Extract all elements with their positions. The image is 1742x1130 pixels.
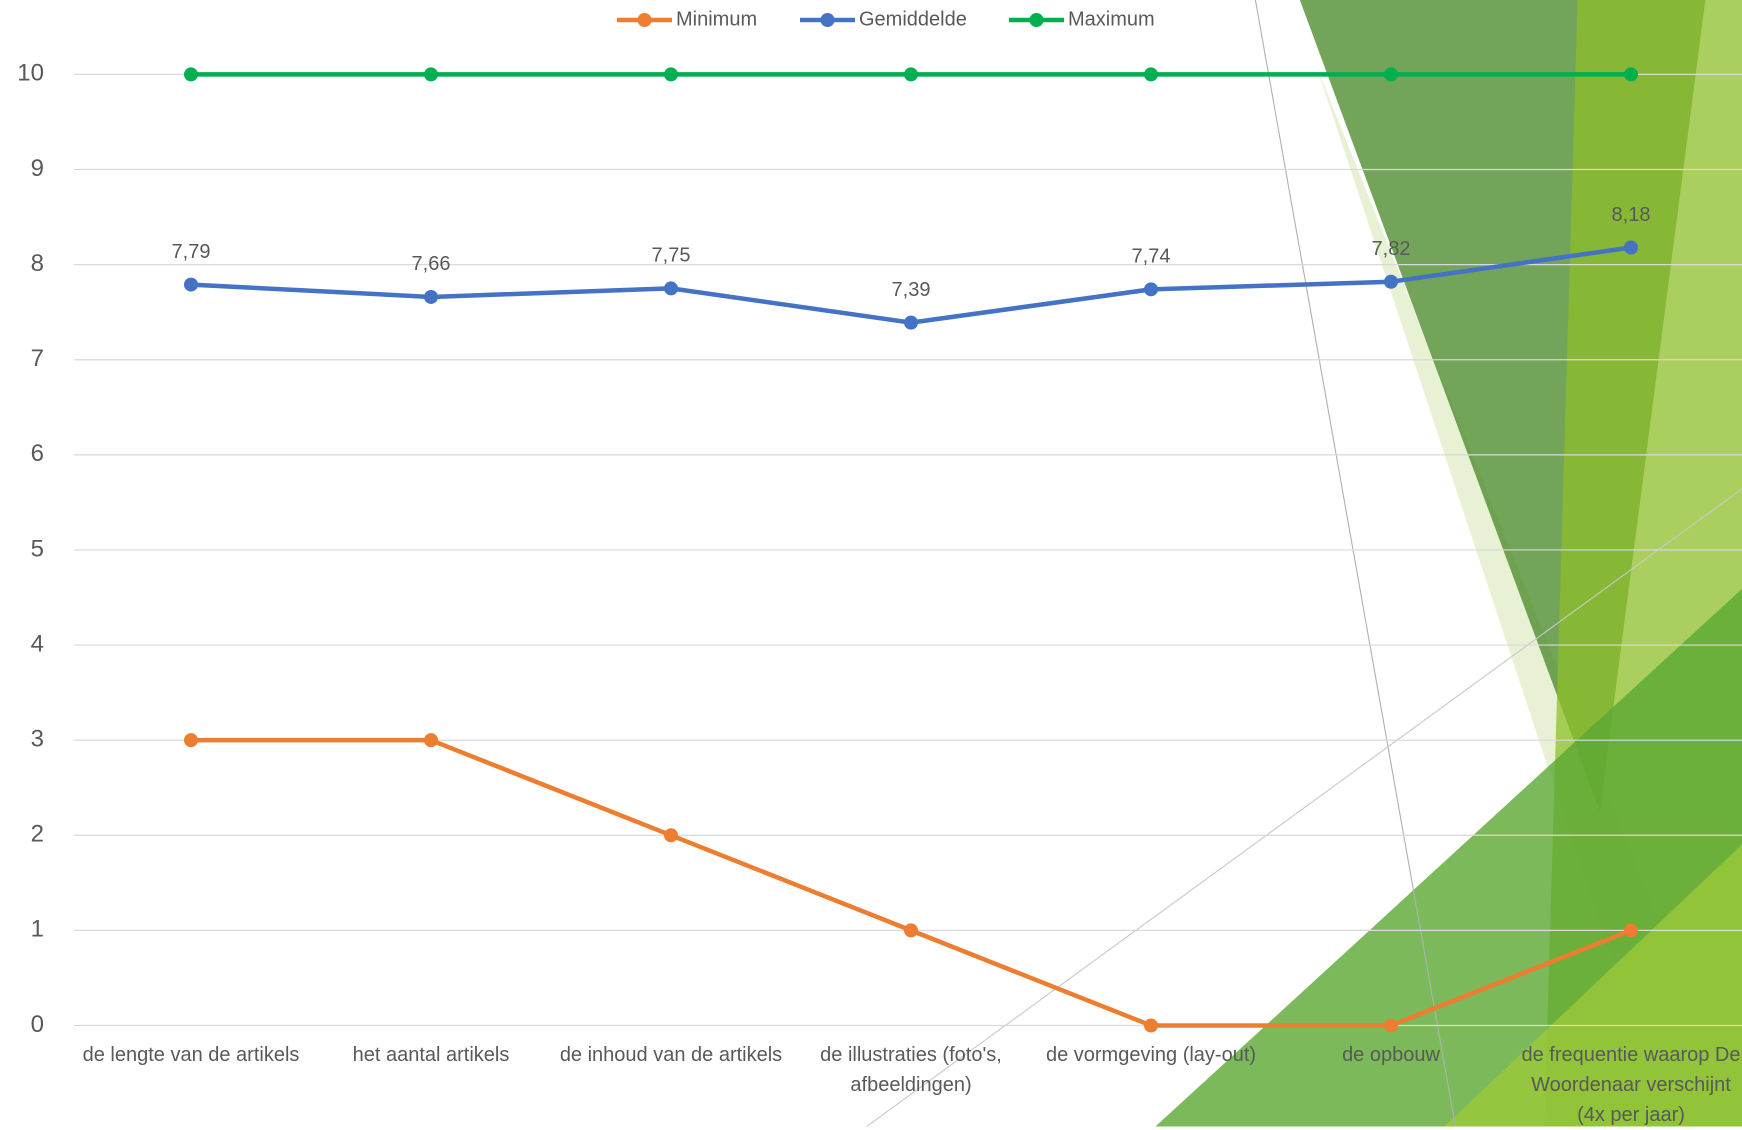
data-point [1384,274,1398,289]
y-tick-label: 7 [31,345,44,372]
x-tick-label: de lengte van de artikels [82,1043,300,1066]
x-tick-label: het aantal artikels [352,1043,510,1066]
data-point [424,67,438,82]
data-point [664,67,678,82]
data-point [1624,67,1638,82]
data-label: 7,79 [172,241,211,263]
data-point [664,281,678,296]
data-point [1144,282,1158,297]
y-tick-label: 1 [31,916,44,943]
data-point [1384,1018,1398,1033]
x-tick-label: de opbouw [1342,1043,1440,1066]
y-tick-label: 3 [31,726,44,753]
data-point [1624,240,1638,255]
data-point [904,67,918,82]
data-point [664,828,678,843]
legend-marker [820,13,835,27]
y-tick-label: 5 [31,535,44,562]
grid: 0 1 2 3 4 5 6 7 8 9 10 [17,60,1742,1038]
y-tick-label: 2 [31,821,44,848]
x-tick-label: de frequentie waarop De Woordenaar versc… [1521,1043,1741,1126]
legend-label: Maximum [1068,8,1155,30]
legend-marker [1029,13,1044,27]
legend-label: Minimum [676,8,757,30]
data-point [184,277,198,292]
data-point [1384,67,1398,82]
data-point [904,315,918,330]
data-label: 7,66 [412,253,451,275]
data-point [1144,1018,1158,1033]
data-point [1144,67,1158,82]
data-label: 7,74 [1132,246,1171,268]
y-tick-label: 4 [31,630,44,657]
data-label: 8,18 [1612,204,1651,226]
data-label: 7,39 [892,279,931,301]
y-tick-label: 6 [31,440,44,467]
data-point [184,67,198,82]
legend-label: Gemiddelde [859,8,967,30]
data-point [424,733,438,748]
x-tick-label: de vormgeving (lay-out) [1045,1043,1257,1066]
legend-marker [637,13,652,27]
y-tick-label: 0 [31,1011,44,1038]
data-label: 7,75 [652,245,691,267]
x-tick-label: de inhoud van de artikels [559,1043,783,1066]
x-tick-label: de illustraties (foto's, afbeeldingen) [820,1043,1002,1096]
data-label: 7,82 [1372,238,1411,260]
data-point [1624,923,1638,938]
plot: 7,79 7,66 7,75 7,39 7,74 7,82 8,18 Minimum Gemid… [172,8,1651,1033]
y-tick-label: 9 [31,155,44,182]
data-point [424,289,438,304]
data-point [184,733,198,748]
data-point [904,923,918,938]
y-tick-label: 10 [17,60,44,87]
y-tick-label: 8 [31,250,44,277]
